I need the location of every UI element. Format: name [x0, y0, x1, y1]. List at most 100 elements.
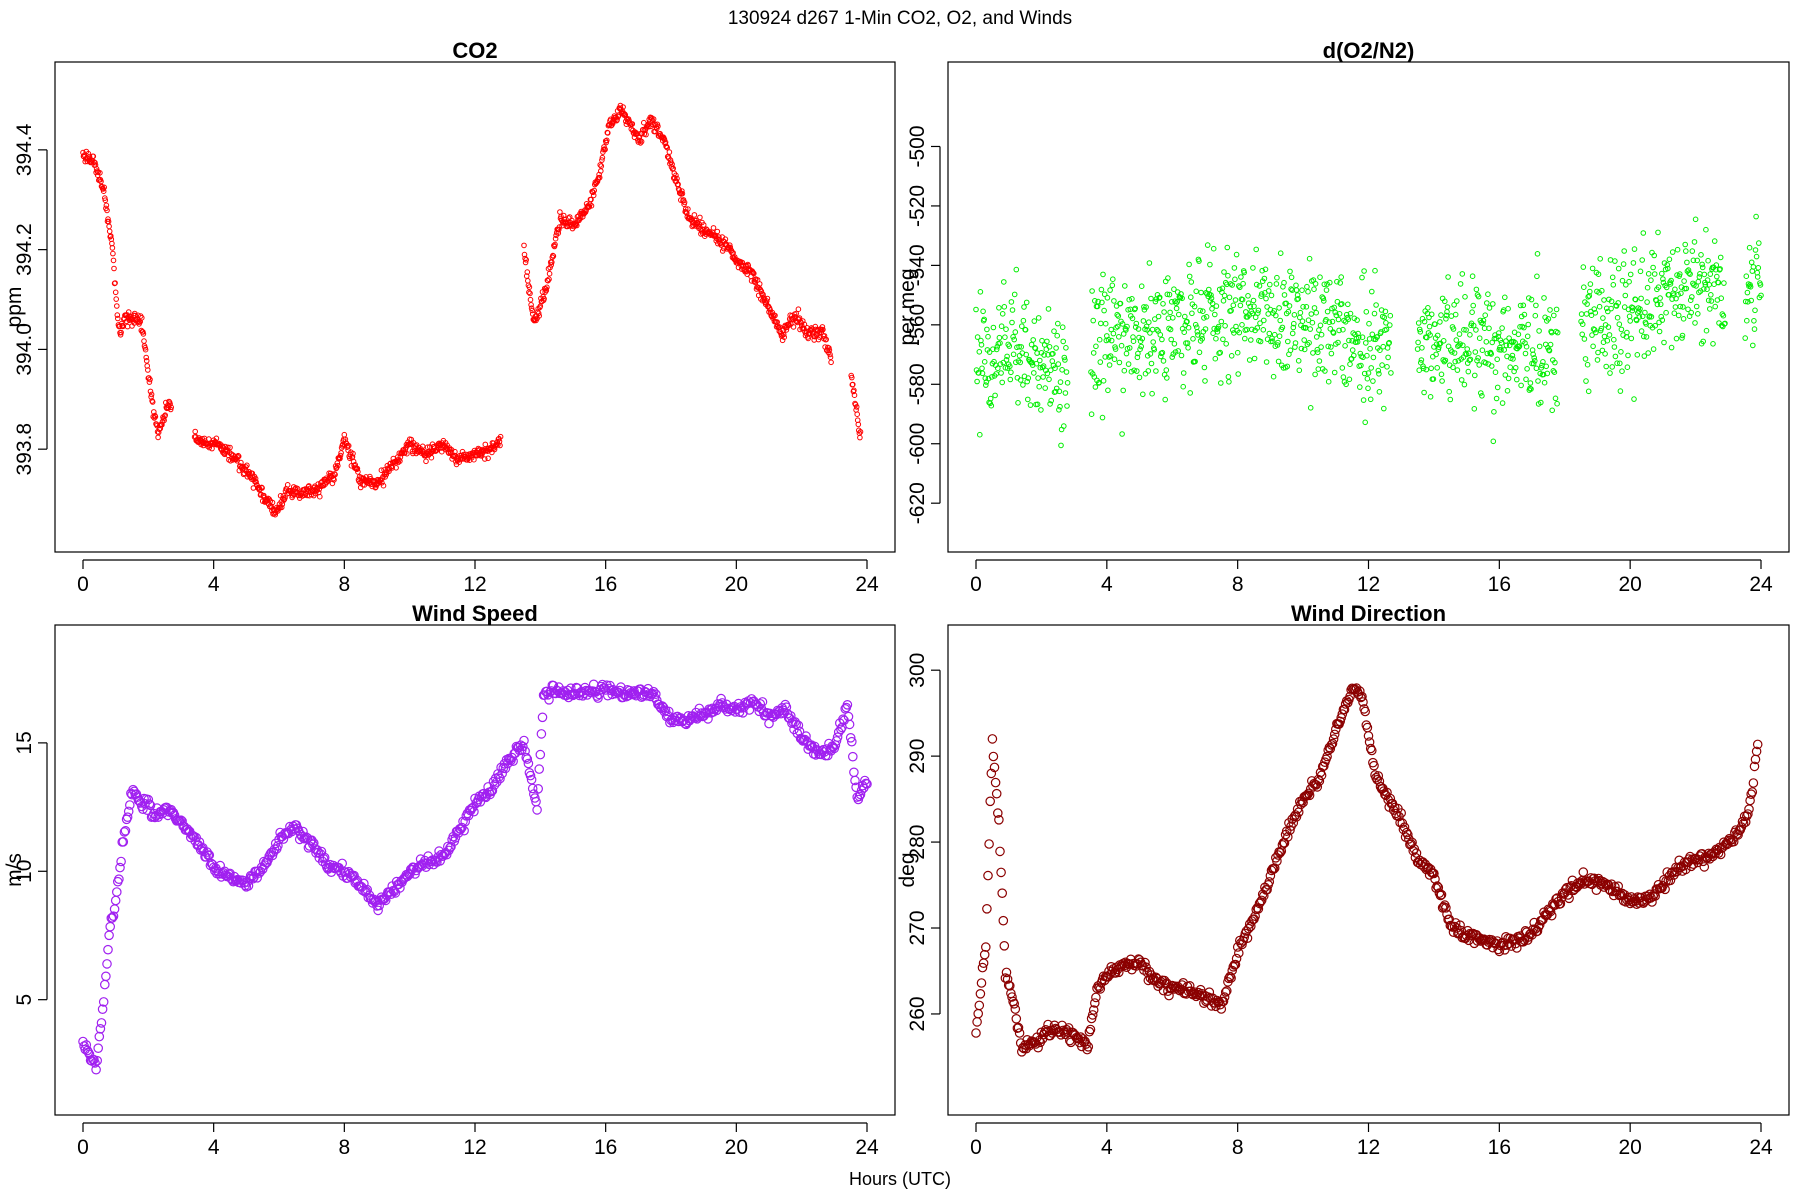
data-point — [1301, 791, 1312, 801]
x-axis: 0 4 8 12 16 20 24 — [77, 559, 879, 596]
data-point — [1022, 327, 1029, 333]
data-point — [1185, 324, 1192, 331]
data-point — [1039, 364, 1046, 371]
data-point — [521, 242, 527, 249]
data-point — [1533, 365, 1540, 372]
data-point — [997, 340, 1003, 346]
data-point — [1644, 299, 1650, 305]
data-point — [1274, 342, 1281, 348]
data-point — [987, 395, 994, 402]
data-point — [975, 370, 982, 376]
data-point — [1605, 308, 1611, 315]
data-point — [851, 782, 861, 793]
data-point — [1023, 299, 1030, 306]
plot-frame — [54, 61, 896, 553]
data-point — [1316, 327, 1322, 333]
data-point — [1197, 307, 1203, 314]
data-point — [1064, 403, 1070, 409]
data-point — [1160, 301, 1166, 307]
data-point — [278, 834, 289, 844]
data-point — [1016, 343, 1022, 350]
plot-frame — [54, 624, 896, 1116]
data-point — [1630, 305, 1636, 311]
data-point — [345, 442, 352, 449]
x-tick-label: 8 — [338, 573, 350, 596]
data-point — [1430, 874, 1440, 884]
data-point — [1381, 314, 1388, 321]
data-point — [1600, 315, 1606, 321]
data-point — [1324, 308, 1331, 315]
data-point — [1030, 337, 1036, 343]
data-point — [139, 315, 145, 321]
data-point — [204, 850, 215, 860]
data-point — [1090, 350, 1097, 356]
data-point — [997, 888, 1007, 898]
data-point — [1466, 357, 1473, 364]
data-point — [1137, 346, 1143, 353]
data-point — [1276, 305, 1282, 311]
data-point — [1677, 271, 1683, 277]
data-point — [1510, 356, 1516, 362]
data-point — [1624, 364, 1631, 371]
data-point — [764, 295, 771, 302]
data-point — [1594, 357, 1601, 363]
data-point — [404, 450, 410, 457]
data-point — [1214, 329, 1221, 335]
data-point — [196, 843, 207, 854]
data-point — [1465, 368, 1472, 375]
data-point — [1334, 298, 1341, 305]
data-point — [1494, 356, 1500, 363]
data-point — [497, 433, 504, 440]
data-point — [1357, 691, 1367, 702]
data-point — [790, 324, 797, 330]
data-point — [428, 454, 435, 461]
data-point — [1416, 326, 1423, 333]
data-point — [1435, 890, 1446, 901]
data-point — [976, 978, 987, 988]
data-point — [95, 1024, 106, 1034]
data-point — [1288, 274, 1295, 281]
data-point — [1396, 808, 1406, 818]
data-point — [727, 244, 734, 251]
data-point — [1385, 793, 1396, 804]
data-point — [1527, 380, 1534, 386]
panel-wind-speed: Wind Speed 0 4 8 12 16 20 24 5 10 15 m/s — [3, 601, 896, 1159]
data-points — [78, 679, 872, 1075]
y-tick-label: 290 — [906, 739, 929, 774]
data-point — [1509, 352, 1516, 359]
data-point — [1305, 317, 1312, 324]
data-point — [1431, 344, 1437, 350]
data-point — [1483, 339, 1490, 345]
data-point — [1672, 286, 1678, 293]
data-point — [1601, 333, 1608, 340]
data-point — [1673, 335, 1680, 342]
data-point — [1714, 273, 1720, 280]
data-point — [828, 359, 834, 366]
data-point — [1476, 335, 1483, 342]
data-point — [1618, 349, 1624, 355]
data-point — [1218, 380, 1224, 386]
data-point — [1180, 383, 1186, 390]
data-point — [1037, 357, 1043, 364]
data-point — [780, 331, 787, 338]
data-point — [1330, 330, 1337, 336]
data-point — [1311, 286, 1317, 293]
data-point — [1342, 343, 1348, 349]
data-point — [1363, 309, 1370, 315]
data-point — [1062, 357, 1068, 363]
data-point — [986, 768, 997, 779]
data-point — [604, 137, 610, 144]
data-point — [1283, 832, 1293, 842]
x-tick-label: 0 — [77, 1136, 89, 1159]
data-point — [1318, 331, 1325, 338]
data-point — [977, 289, 984, 295]
data-point — [125, 800, 135, 810]
data-point — [1236, 938, 1246, 948]
data-point — [1535, 378, 1541, 384]
data-point — [1186, 273, 1193, 280]
data-point — [482, 456, 488, 462]
data-point — [588, 196, 594, 203]
panel-title: d(O2/N2) — [1323, 38, 1415, 63]
data-point — [844, 719, 855, 730]
data-point — [152, 413, 159, 420]
